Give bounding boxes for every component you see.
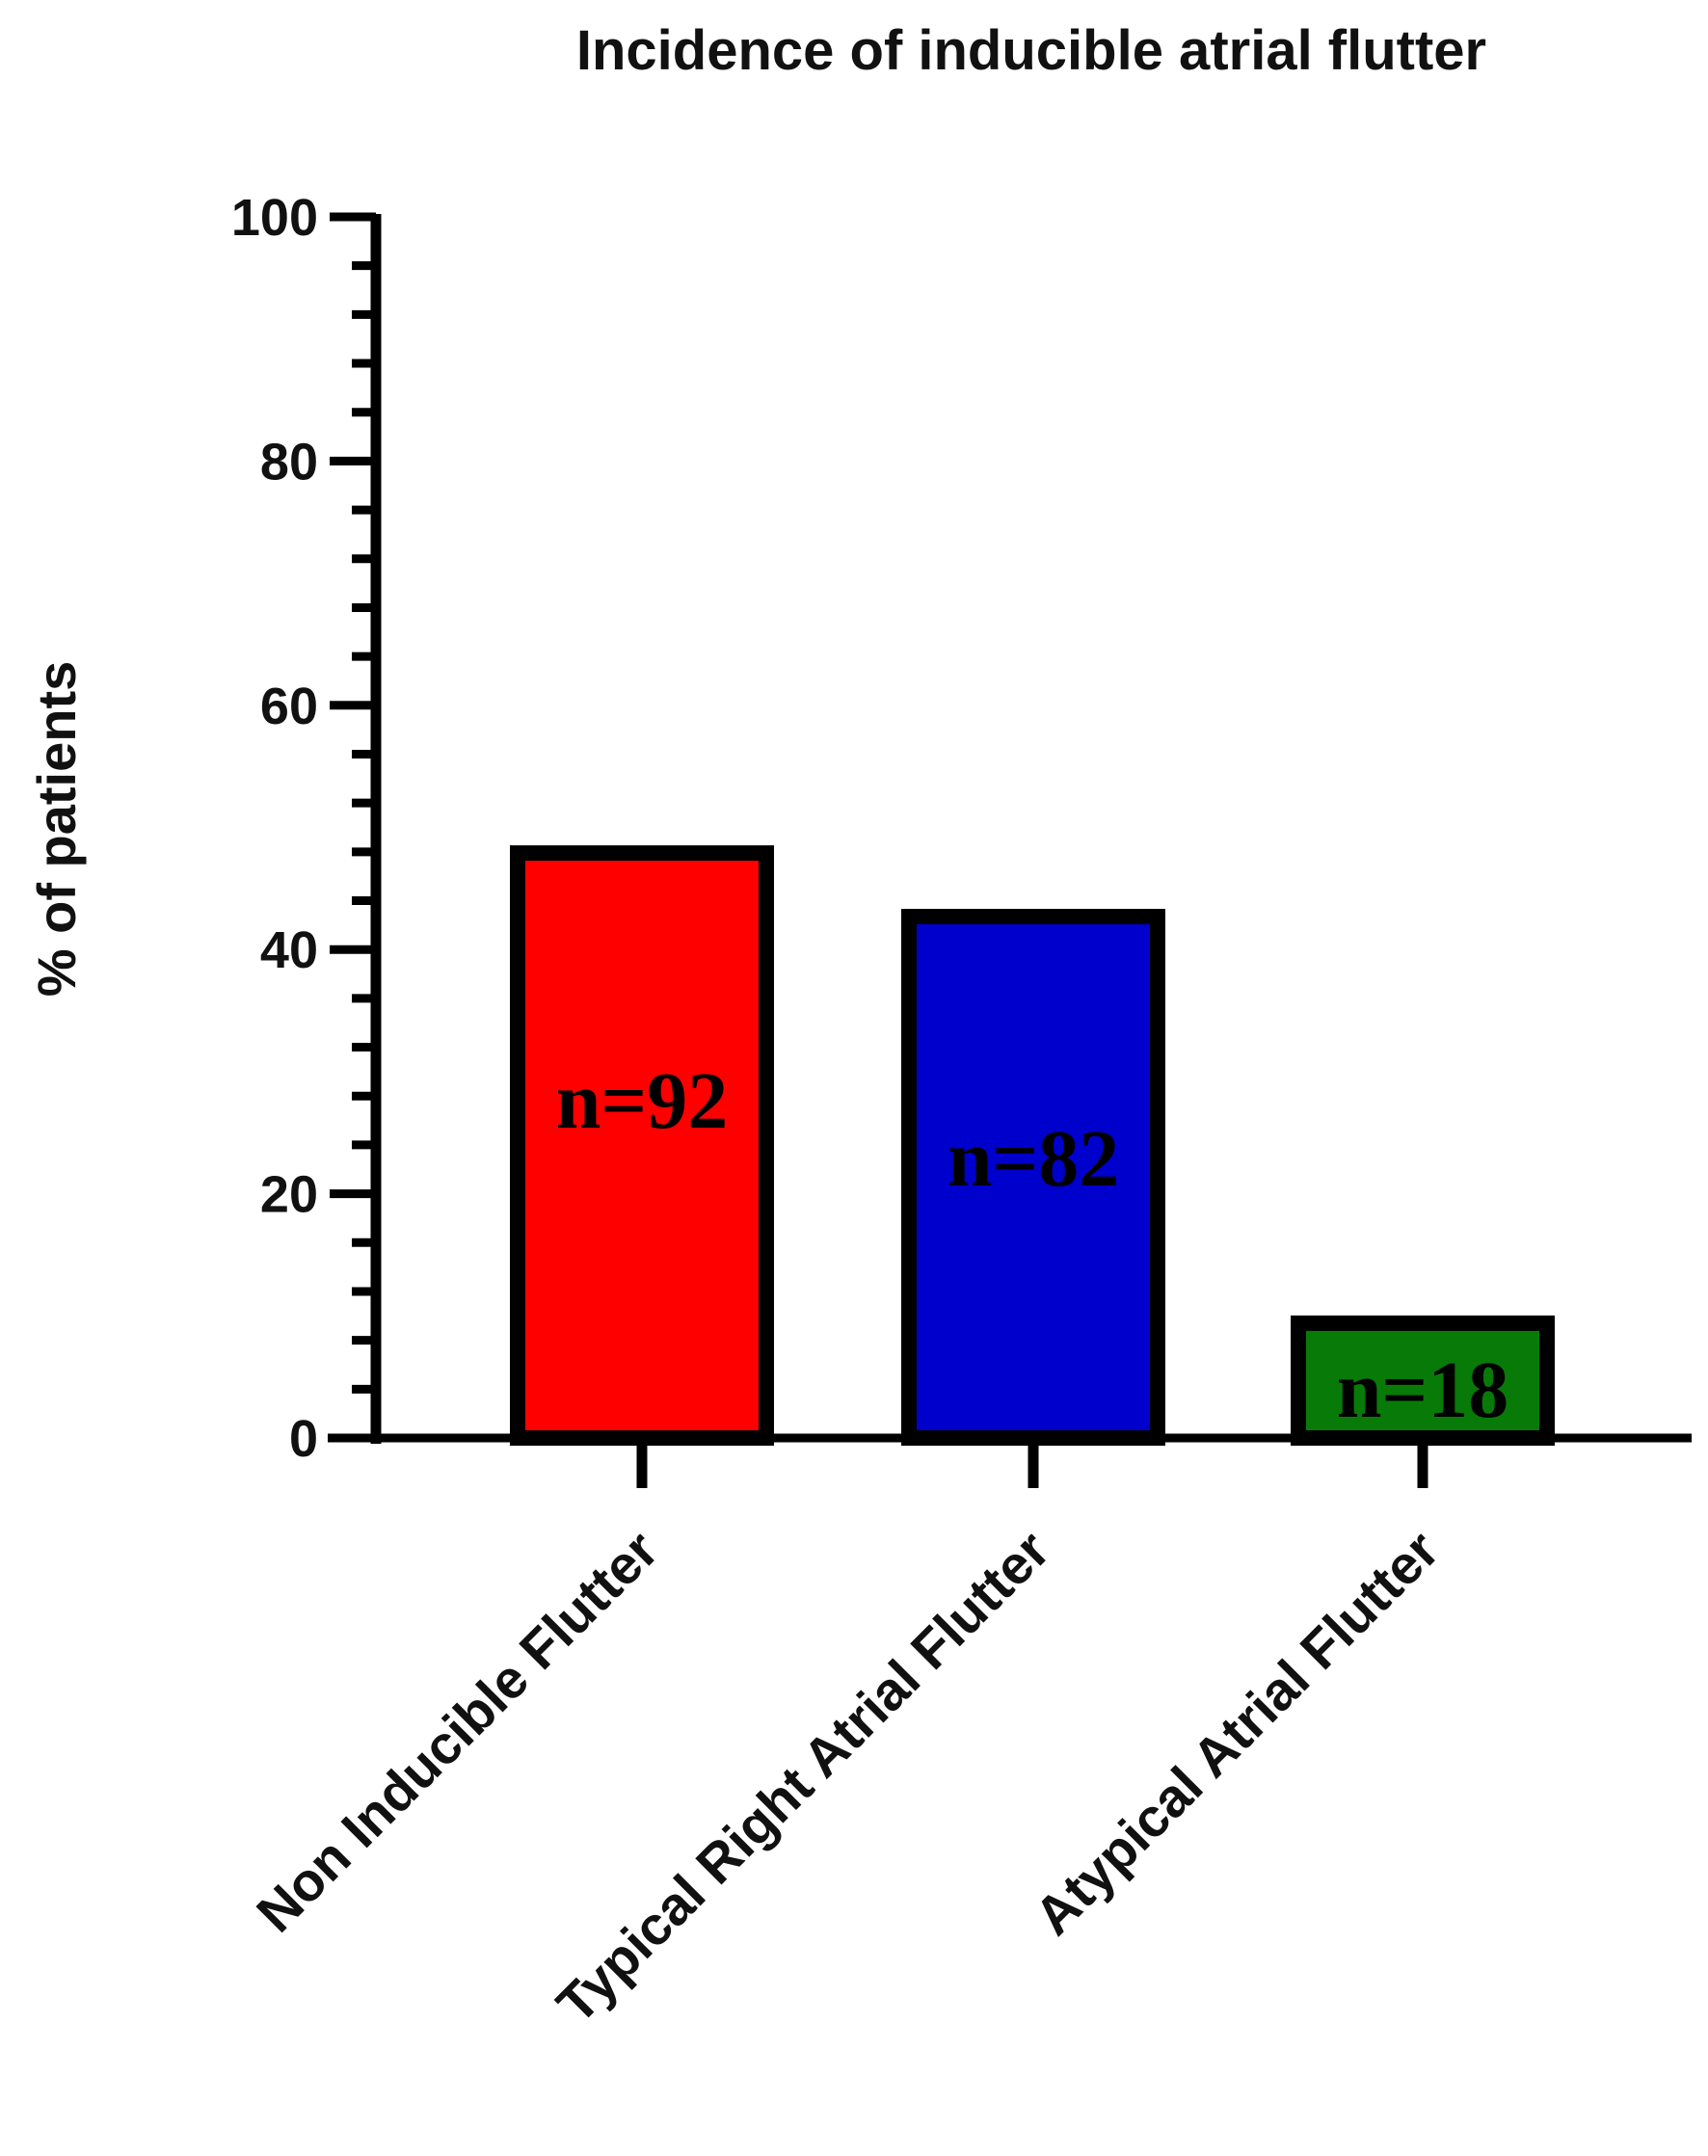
x-category-label: Non Inducible Flutter [245,1519,670,1944]
y-tick-label: 20 [260,1166,318,1224]
chart-title: Incidence of inducible atrial flutter [576,19,1486,82]
y-tick-label: 40 [260,921,318,979]
bars-layer [510,845,1555,1446]
bar-data-label: n=92 [556,1056,729,1146]
y-tick-label: 60 [260,678,318,735]
bar-data-label: n=18 [1337,1345,1509,1435]
axes-layer [328,212,1692,1488]
y-tick-label: 100 [231,189,318,247]
bar-data-label: n=82 [947,1114,1120,1204]
y-tick-label: 80 [260,433,318,491]
y-tick-label: 0 [289,1410,318,1468]
x-category-label: Atypical Atrial Flutter [1023,1519,1451,1947]
y-axis-label: % of patients [26,661,87,997]
